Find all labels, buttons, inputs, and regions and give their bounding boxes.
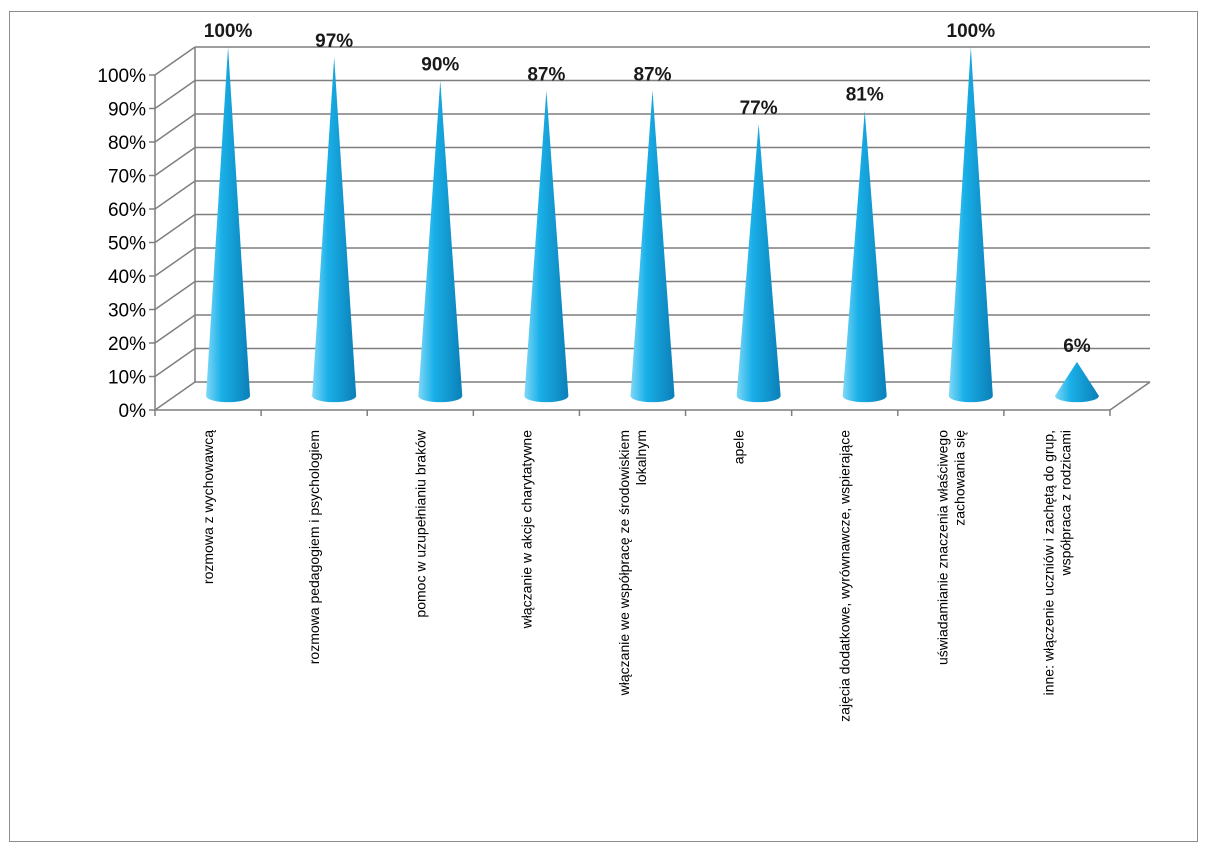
category-label: rozmowa z wychowawcą [200, 430, 216, 584]
data-label: 6% [1063, 336, 1091, 357]
category-label-line: rozmowa z wychowawcą [200, 430, 216, 584]
category-label: rozmowa pedagogiem i psychologiem [306, 430, 322, 664]
data-label: 100% [204, 21, 253, 42]
data-label: 97% [315, 31, 353, 52]
cone-bar [842, 110, 887, 403]
gridline-side [154, 146, 196, 177]
cone-bar [524, 90, 569, 403]
floor-right-edge [1109, 381, 1151, 411]
gridline-side [154, 381, 196, 411]
y-tick-label: 0% [119, 401, 147, 422]
data-label: 81% [846, 85, 884, 106]
category-label: włączanie we współpracę ze środowiskiem l… [616, 430, 649, 696]
y-tick-label: 30% [108, 301, 146, 322]
y-tick-label: 60% [108, 200, 146, 221]
category-label-line: zachowania się [951, 430, 967, 526]
chart-frame [9, 11, 1198, 842]
y-tick-label: 70% [108, 167, 146, 188]
cone-bar [206, 47, 251, 403]
gridline-side [154, 79, 196, 110]
gridline-side [154, 347, 196, 378]
data-label: 87% [633, 65, 671, 86]
y-tick-label: 20% [108, 334, 146, 355]
category-label-line: lokalnym [633, 430, 649, 485]
category-label: włączanie w akcje charytatywne [518, 430, 534, 630]
y-tick-label: 50% [108, 234, 146, 255]
category-label-line: zajęcia dodatkowe, wyrównawcze, wspieraj… [837, 430, 853, 722]
cone-bar [630, 90, 675, 403]
category-label-line: inne: włączenie uczniów i zachętą do gru… [1040, 430, 1056, 695]
gridline-side [154, 46, 196, 76]
cone-bar [948, 47, 993, 403]
category-label: uświadamianie znaczenia właściwego zachow… [934, 430, 967, 665]
data-label: 100% [947, 21, 996, 42]
gridline-side [154, 280, 196, 311]
y-tick-label: 10% [108, 368, 146, 389]
category-label: apele [731, 430, 747, 464]
category-label: pomoc w uzupełnianiu braków [412, 429, 428, 617]
cone-bar [418, 80, 463, 403]
category-label: zajęcia dodatkowe, wyrównawcze, wspieraj… [837, 430, 853, 722]
category-label-line: włączanie w akcje charytatywne [518, 430, 534, 630]
data-label: 77% [740, 98, 778, 119]
gridline-side [154, 113, 196, 143]
category-label: inne: włączenie uczniów i zachętą do gru… [1040, 430, 1073, 695]
y-tick-label: 90% [108, 100, 146, 121]
cone-bar [1054, 361, 1099, 403]
cone-bar [736, 124, 781, 403]
data-label: 87% [527, 65, 565, 86]
gridline-side [154, 314, 196, 344]
category-label-line: włączanie we współpracę ze środowiskiem [616, 430, 632, 696]
gridline-side [154, 247, 196, 277]
category-label-line: rozmowa pedagogiem i psychologiem [306, 430, 322, 664]
y-tick-label: 80% [108, 133, 146, 154]
category-label-line: współpraca z rodzicami [1057, 430, 1073, 577]
category-label-line: uświadamianie znaczenia właściwego [934, 430, 950, 665]
category-label-line: apele [731, 430, 747, 464]
gridline-side [154, 213, 196, 244]
category-label-line: pomoc w uzupełnianiu braków [412, 429, 428, 617]
gridline-side [154, 180, 196, 210]
y-tick-label: 100% [97, 66, 146, 87]
data-label: 90% [421, 55, 459, 76]
y-tick-label: 40% [108, 267, 146, 288]
cone-bar [312, 57, 357, 403]
